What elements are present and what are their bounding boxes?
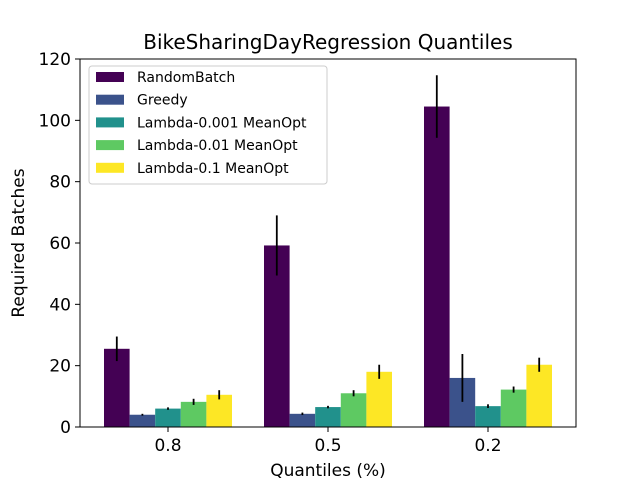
bar-lambda-0-001-meanopt-0-8	[155, 408, 181, 427]
y-tick-label: 0	[60, 418, 71, 438]
legend: RandomBatch Greedy Lambda-0.001 MeanOpt Lam…	[88, 65, 328, 185]
y-tick-label: 80	[49, 173, 71, 193]
y-tick-label: 100	[39, 111, 71, 131]
legend-swatch	[96, 94, 124, 105]
legend-box	[88, 65, 328, 185]
legend-label: Lambda-0.01 MeanOpt	[137, 138, 298, 154]
bar-lambda-0-01-meanopt-0-5	[340, 393, 367, 427]
x-axis-ticks: 0.8 0.5 0.2	[154, 427, 502, 456]
bar-randombatch-0-5	[264, 245, 290, 427]
y-tick-label: 60	[49, 234, 71, 254]
y-tick-label: 40	[49, 295, 71, 315]
bar-randombatch-0-2	[424, 106, 450, 428]
bar-lambda-0-01-meanopt-0-8	[180, 401, 207, 427]
x-tick-label: 0.8	[154, 436, 181, 456]
x-tick-label: 0.5	[314, 436, 341, 456]
legend-swatch	[96, 72, 124, 82]
bar-greedy-0-5	[289, 413, 316, 427]
bar-lambda-0-1-meanopt-0-8	[206, 394, 232, 427]
legend-label: Lambda-0.001 MeanOpt	[137, 115, 307, 131]
legend-label: Greedy	[137, 93, 188, 109]
bar-lambda-0-1-meanopt-0-5	[366, 371, 392, 427]
x-tick-label: 0.2	[474, 436, 501, 456]
legend-label: RandomBatch	[137, 70, 235, 86]
y-tick-label: 20	[49, 357, 71, 377]
bar-greedy-0-8	[129, 414, 156, 427]
bar-lambda-0-1-meanopt-0-2	[526, 364, 552, 427]
legend-swatch	[96, 117, 124, 128]
legend-label: Lambda-0.1 MeanOpt	[137, 161, 289, 177]
y-axis-ticks: 0 20 40 60 80 100 120	[39, 50, 80, 438]
errorbars-layer	[115, 75, 541, 416]
legend-swatch	[96, 140, 124, 151]
chart-title: BikeSharingDayRegression Quantiles	[143, 30, 513, 54]
bar-lambda-0-01-meanopt-0-2	[500, 389, 527, 427]
y-axis-label: Required Batches	[9, 168, 29, 317]
y-tick-label: 120	[39, 50, 71, 70]
bar-lambda-0-001-meanopt-0-2	[475, 406, 501, 427]
bar-lambda-0-001-meanopt-0-5	[315, 407, 341, 427]
bar-randombatch-0-8	[104, 348, 130, 427]
x-axis-label: Quantiles (%)	[270, 461, 386, 480]
legend-swatch	[96, 162, 124, 173]
